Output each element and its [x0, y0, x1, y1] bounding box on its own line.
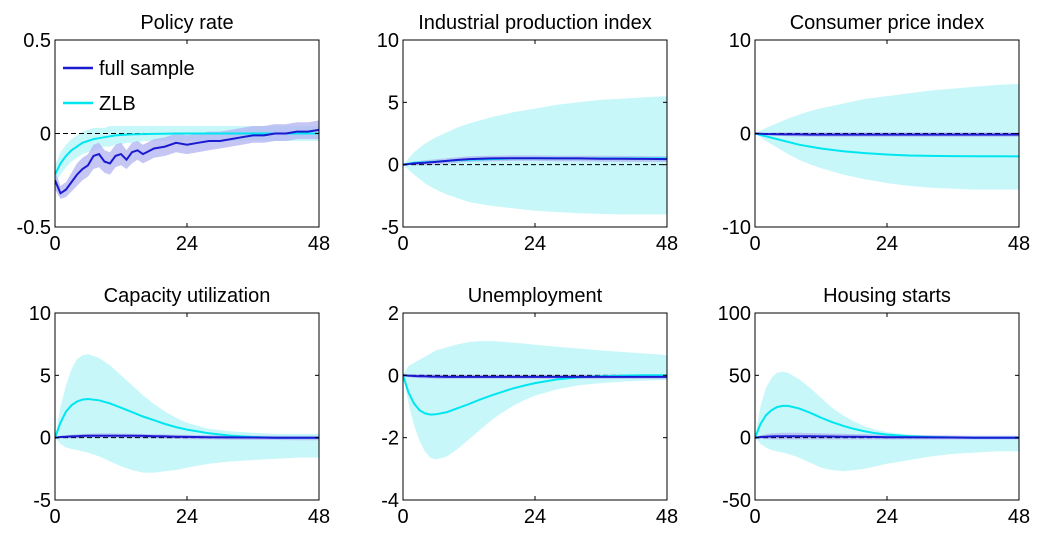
- full-sample-band: [55, 120, 319, 199]
- panel-title: Capacity utilization: [104, 285, 271, 307]
- zlb-band: [55, 354, 319, 473]
- full-sample-line: [55, 434, 319, 439]
- x-tick-label: 48: [308, 233, 330, 255]
- panel-title: Policy rate: [140, 12, 233, 34]
- y-tick-label: 50: [729, 365, 751, 387]
- y-tick-label: -0.5: [17, 217, 51, 239]
- panel-title: Industrial production index: [418, 12, 651, 34]
- y-tick-label: 10: [377, 30, 399, 52]
- y-tick-label: 0: [388, 155, 399, 177]
- y-tick-label: -50: [722, 490, 751, 512]
- zlb-band: [403, 341, 667, 460]
- y-tick-label: 0: [40, 124, 51, 146]
- legend-label: full sample: [99, 58, 195, 80]
- panel-plot-area: [55, 354, 319, 473]
- x-tick-label: 24: [876, 233, 898, 255]
- y-tick-label: 0: [740, 428, 751, 450]
- full-sample-line: [55, 128, 319, 195]
- zlb-band: [403, 96, 667, 215]
- zlb-line: [55, 397, 319, 439]
- y-tick-label: 2: [388, 303, 399, 325]
- y-tick-label: -5: [33, 490, 51, 512]
- panel-plot-area: [403, 341, 667, 460]
- legend: full sample ZLB: [63, 58, 195, 115]
- x-tick-label: 48: [656, 506, 678, 528]
- y-tick-label: 100: [718, 303, 751, 325]
- x-tick-label: 24: [524, 506, 546, 528]
- y-tick-label: -5: [381, 217, 399, 239]
- x-tick-label: 24: [524, 233, 546, 255]
- x-tick-label: 0: [49, 506, 60, 528]
- y-tick-label: 5: [40, 365, 51, 387]
- x-tick-label: 24: [876, 506, 898, 528]
- full-sample-line: [403, 374, 667, 378]
- panel-plot-area: [755, 371, 1019, 472]
- panel-title: Consumer price index: [790, 12, 985, 34]
- panel-title: Housing starts: [823, 285, 951, 307]
- x-tick-label: 0: [397, 233, 408, 255]
- full-sample-line: [403, 157, 667, 166]
- y-tick-label: 0: [388, 365, 399, 387]
- zlb-band: [755, 83, 1019, 190]
- x-tick-label: 48: [308, 506, 330, 528]
- panel-plot-area: [403, 96, 667, 215]
- zlb-line: [755, 132, 1019, 158]
- zlb-line: [55, 132, 319, 176]
- y-tick-label: 0.5: [23, 30, 51, 52]
- x-tick-label: 24: [176, 506, 198, 528]
- x-tick-label: 0: [397, 506, 408, 528]
- y-tick-label: 5: [388, 92, 399, 114]
- x-tick-label: 24: [176, 233, 198, 255]
- y-tick-label: 0: [40, 428, 51, 450]
- x-tick-label: 0: [749, 506, 760, 528]
- zlb-band: [755, 371, 1019, 472]
- x-tick-label: 48: [1008, 233, 1030, 255]
- y-tick-label: -2: [381, 428, 399, 450]
- y-tick-label: 10: [729, 30, 751, 52]
- y-tick-label: -4: [381, 490, 399, 512]
- panel-title: Unemployment: [468, 285, 603, 307]
- full-sample-line: [755, 132, 1019, 136]
- panel-plot-area: [55, 120, 319, 199]
- full-sample-line: [755, 435, 1019, 439]
- panel-5: 0 24 48 -4 -2 0 2 Unemployment: [381, 285, 678, 528]
- x-tick-label: 48: [656, 233, 678, 255]
- y-tick-label: 10: [29, 303, 51, 325]
- x-tick-label: 0: [749, 233, 760, 255]
- y-tick-label: 0: [740, 124, 751, 146]
- y-tick-label: -10: [722, 217, 751, 239]
- legend-label: ZLB: [99, 93, 136, 115]
- panel-plot-area: [755, 83, 1019, 190]
- x-tick-label: 48: [1008, 506, 1030, 528]
- x-tick-label: 0: [49, 233, 60, 255]
